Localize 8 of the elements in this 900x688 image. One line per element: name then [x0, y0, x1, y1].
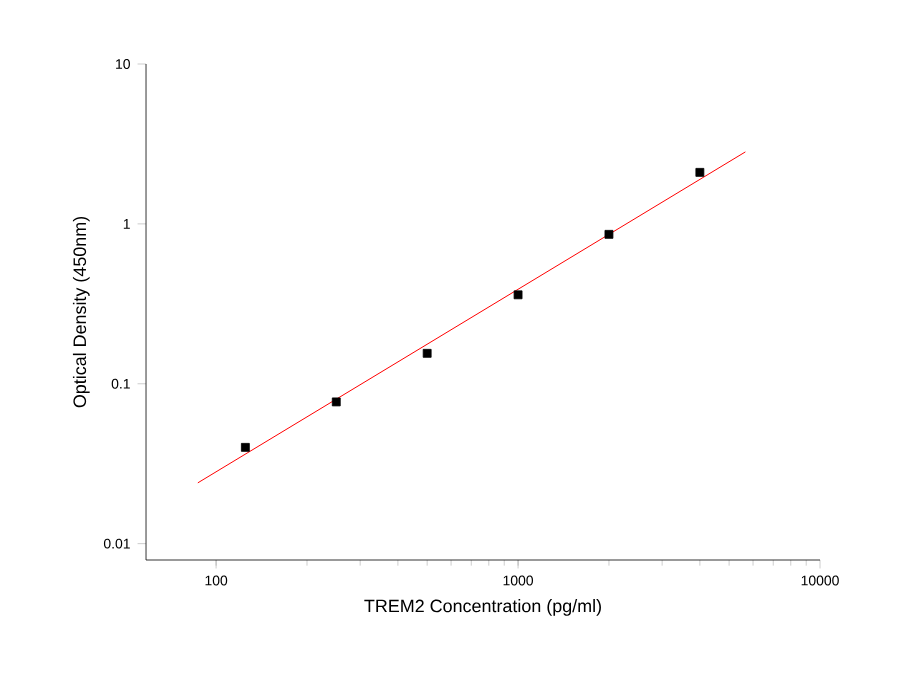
point — [422, 348, 432, 358]
point — [604, 229, 614, 239]
x-axis-title: TREM2 Concentration (pg/ml) — [364, 599, 601, 616]
point — [513, 290, 523, 300]
point — [695, 167, 705, 177]
point — [331, 397, 341, 407]
y-axis-title: Optical Density (450nm) — [72, 216, 90, 408]
point — [240, 442, 250, 452]
